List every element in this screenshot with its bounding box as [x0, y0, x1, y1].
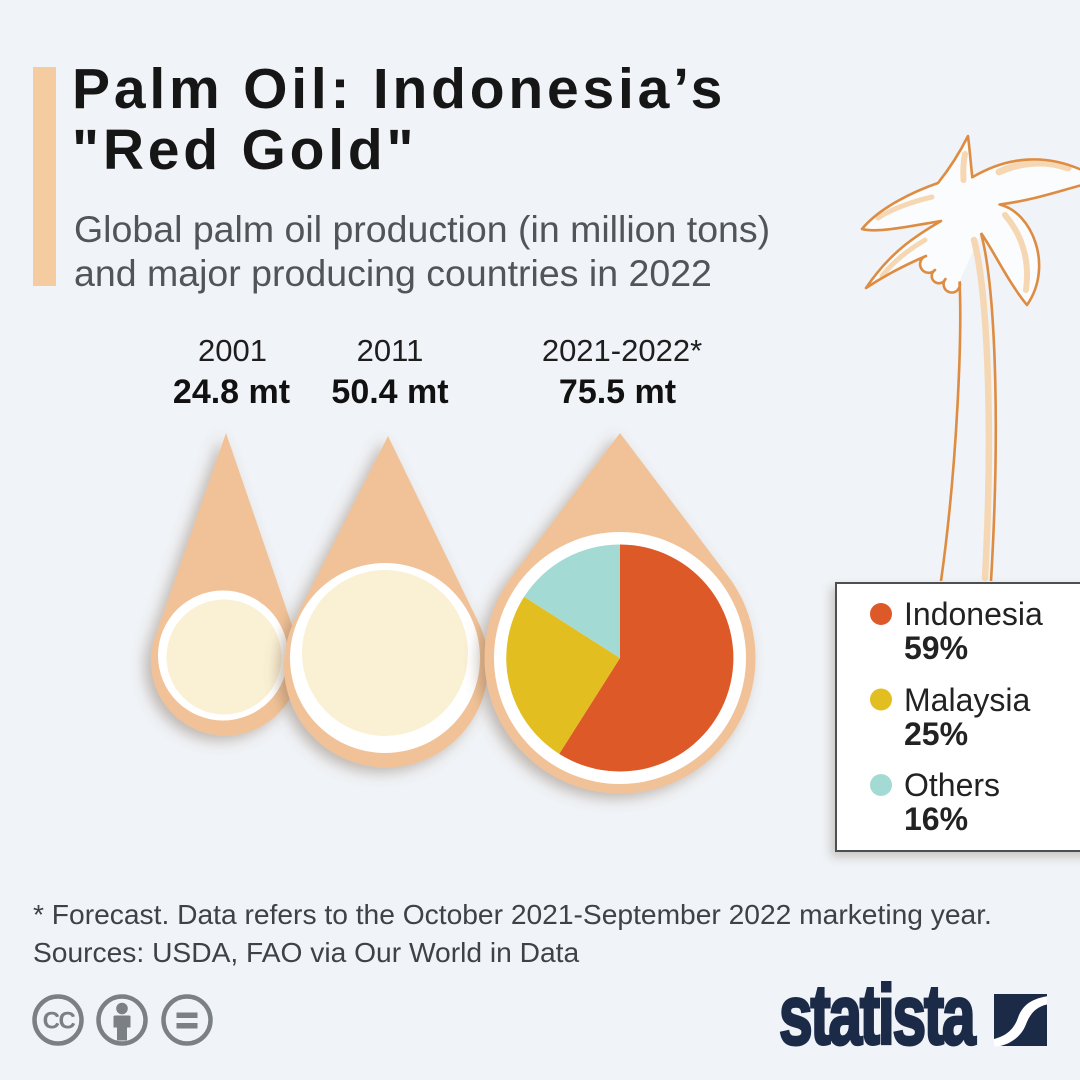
svg-text:CC: CC: [43, 1008, 76, 1035]
svg-text:statista: statista: [779, 980, 977, 1060]
